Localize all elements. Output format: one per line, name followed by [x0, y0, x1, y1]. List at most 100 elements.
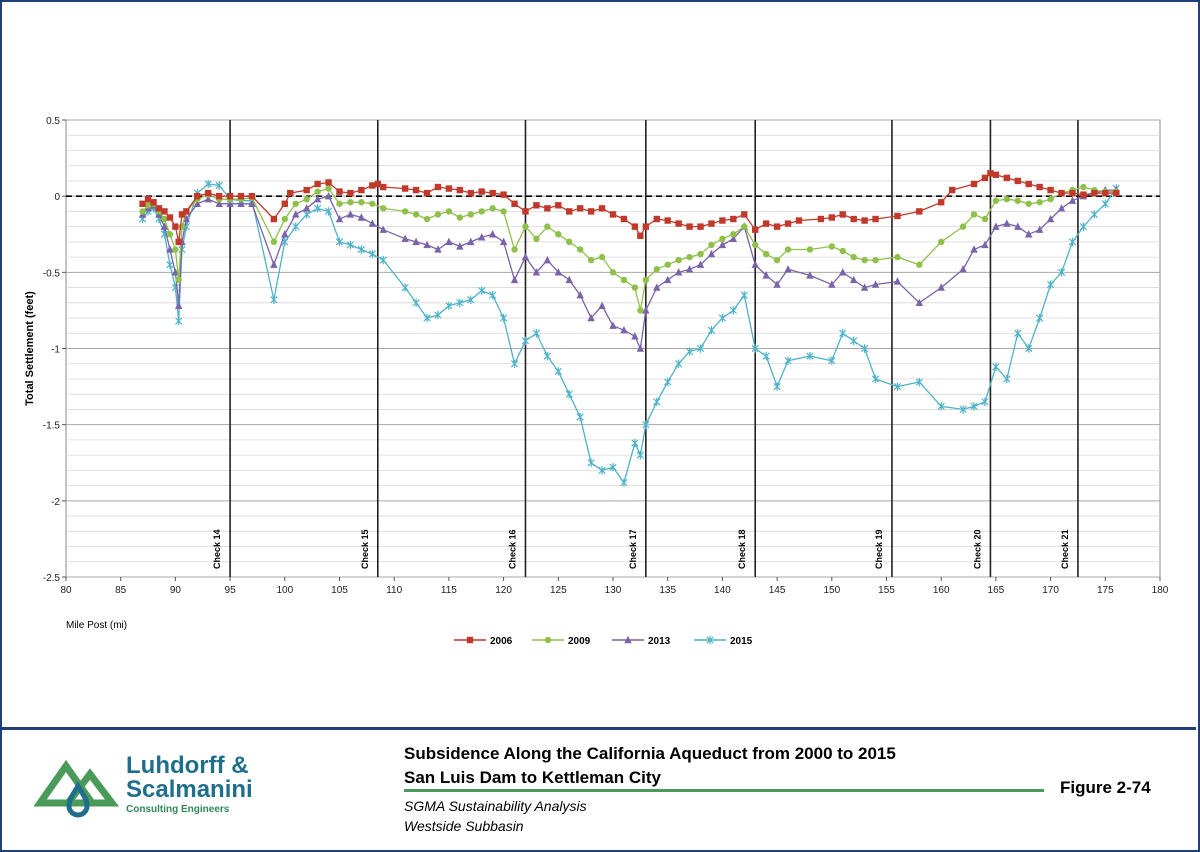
data-point: [773, 280, 781, 288]
data-point: [1047, 186, 1054, 194]
data-point: [423, 215, 431, 223]
data-point: [773, 382, 781, 391]
project-line-1: SGMA Sustainability Analysis: [404, 798, 587, 814]
data-point: [916, 261, 923, 268]
data-point: [741, 211, 748, 218]
data-point: [1025, 200, 1032, 207]
data-point: [489, 205, 496, 212]
data-point: [762, 250, 770, 258]
y-axis-label: Total Settlement (feet): [24, 291, 36, 406]
mountain-drop-icon: [33, 759, 120, 818]
x-tick-label: 110: [386, 585, 402, 596]
data-point: [860, 344, 869, 353]
data-point: [1036, 199, 1043, 206]
data-point: [374, 180, 381, 188]
data-point: [653, 215, 660, 223]
data-point: [598, 205, 606, 212]
data-point: [992, 171, 1000, 179]
x-tick-label: 130: [605, 585, 622, 596]
series-2013: [138, 185, 1120, 352]
company-logo: Luhdorff & Scalmanini Consulting Enginee…: [33, 748, 294, 828]
data-point: [740, 290, 748, 300]
data-point: [489, 189, 496, 197]
data-point: [292, 210, 300, 218]
data-point: [205, 189, 212, 197]
data-point: [237, 199, 245, 207]
data-point: [335, 214, 344, 223]
data-point: [970, 402, 978, 411]
x-tick-label: 150: [823, 585, 840, 596]
legend-label: 2015: [730, 636, 753, 647]
data-point: [620, 478, 628, 487]
data-point: [270, 215, 278, 223]
data-point: [872, 256, 879, 264]
data-point: [636, 450, 644, 460]
data-point: [346, 240, 355, 250]
data-point: [959, 265, 967, 273]
data-point: [762, 220, 770, 227]
data-point: [347, 199, 354, 206]
data-point: [992, 197, 1000, 204]
data-point: [511, 200, 518, 207]
data-point: [175, 316, 183, 326]
data-point: [893, 277, 902, 285]
data-point: [368, 219, 377, 227]
data-point: [806, 271, 814, 279]
data-point: [456, 186, 464, 194]
data-point: [357, 245, 366, 254]
data-point: [915, 298, 924, 306]
data-point: [303, 210, 311, 219]
data-point: [521, 336, 530, 346]
data-point: [1025, 180, 1032, 188]
data-point: [434, 245, 442, 253]
figure-number: Figure 2-74: [1060, 778, 1151, 797]
data-point: [544, 223, 551, 230]
check-label: Check 19: [874, 529, 884, 569]
data-point: [456, 298, 464, 307]
data-point: [970, 211, 978, 218]
data-point: [784, 220, 792, 227]
data-point: [631, 332, 639, 340]
data-point: [992, 222, 1000, 230]
data-point: [751, 344, 759, 353]
data-point: [369, 200, 376, 207]
data-point: [445, 237, 453, 246]
data-point: [675, 256, 682, 264]
data-point: [144, 202, 152, 209]
data-point: [1003, 219, 1011, 227]
data-point: [194, 192, 201, 200]
data-point: [860, 283, 869, 291]
data-point: [861, 256, 868, 264]
logo-line-2: Scalmanini: [126, 776, 253, 803]
data-point: [456, 214, 464, 221]
data-point: [850, 215, 857, 223]
data-point: [379, 255, 387, 265]
logo-line-1: Luhdorff &: [126, 752, 249, 779]
x-tick-label: 120: [495, 585, 512, 596]
data-point: [828, 214, 835, 221]
data-point: [368, 249, 376, 259]
data-point: [543, 351, 551, 361]
data-point: [467, 189, 474, 197]
data-point: [970, 245, 978, 253]
data-point: [565, 275, 573, 284]
data-point: [313, 204, 322, 213]
data-point: [839, 268, 847, 276]
data-point: [215, 181, 223, 190]
data-point: [828, 243, 835, 250]
data-point: [555, 202, 562, 209]
data-point: [412, 186, 420, 194]
data-point: [313, 195, 322, 203]
data-point: [303, 186, 310, 194]
data-point: [270, 260, 278, 268]
data-point: [839, 329, 847, 338]
data-point: [806, 351, 814, 361]
data-point: [325, 185, 332, 192]
data-point: [412, 211, 420, 218]
data-point: [401, 208, 409, 215]
data-point: [959, 223, 967, 230]
data-point: [696, 260, 705, 268]
data-point: [521, 252, 530, 261]
data-point: [653, 266, 660, 273]
data-point: [587, 208, 595, 215]
